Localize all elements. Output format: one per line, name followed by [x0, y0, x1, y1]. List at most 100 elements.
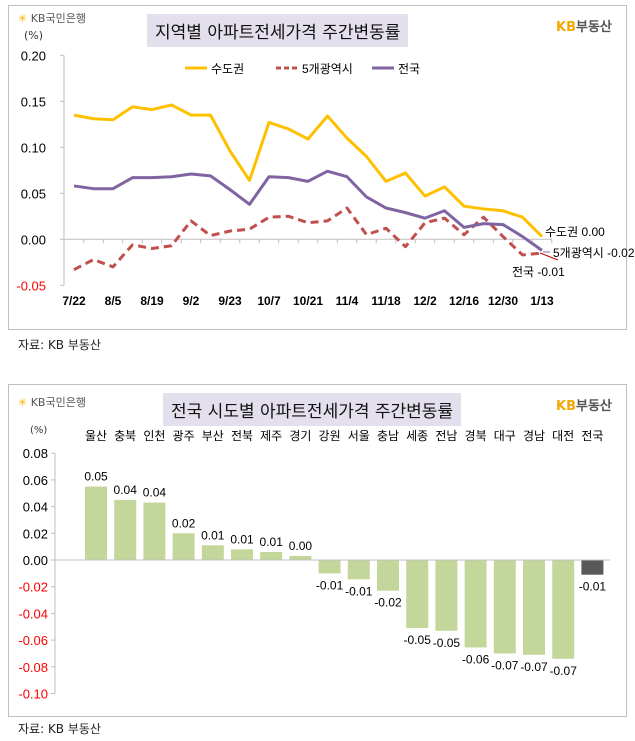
category-label: 부산 [202, 429, 224, 443]
brand-logo-bottom: KB부동산 [556, 395, 612, 414]
top-source: 자료: KB 부동산 [18, 338, 101, 352]
category-label: 충남 [377, 429, 399, 443]
y-tick-label: -0.05 [16, 278, 46, 293]
y-tick-label: 0.06 [23, 473, 48, 488]
x-tick-label: 11/18 [371, 294, 401, 308]
legend-label: 전국 [398, 62, 420, 76]
bottom-source: 자료: KB 부동산 [18, 722, 101, 736]
x-tick-label: 7/22 [62, 294, 86, 308]
x-tick-label: 12/30 [488, 294, 518, 308]
data-label: -0.05 [404, 633, 432, 647]
bar-울산 [85, 486, 107, 560]
data-label: 0.02 [172, 516, 196, 530]
x-tick-label: 11/4 [336, 294, 359, 308]
data-label: 0.00 [289, 539, 313, 553]
category-label: 세종 [406, 429, 428, 443]
bar-부산 [201, 545, 224, 560]
brand-rest: 부동산 [575, 20, 612, 35]
bar-광주 [172, 533, 195, 560]
leader-line [539, 252, 559, 261]
category-label: 전북 [231, 429, 253, 443]
y-tick-label: 0.02 [23, 526, 48, 541]
category-label: 강원 [319, 429, 341, 443]
category-label: 서울 [348, 429, 370, 443]
bar-전남 [435, 560, 458, 631]
x-tick-label: 12/2 [413, 294, 437, 308]
data-label: 0.01 [230, 532, 254, 546]
data-label: -0.01 [345, 584, 373, 598]
y-tick-label: -0.04 [18, 606, 48, 621]
bar-경남 [523, 560, 545, 655]
y-tick-label: -0.08 [18, 660, 48, 675]
legend-label: 5개광역시 [302, 62, 353, 76]
brand-rest: 부동산 [575, 399, 612, 414]
bank-logo-top: ✳ KB국민은행 [18, 10, 86, 26]
y-tick-label: 0.00 [21, 232, 46, 247]
data-label: -0.01 [316, 578, 344, 592]
data-label: 0.05 [84, 470, 108, 484]
data-label: -0.06 [462, 652, 490, 666]
category-label: 인천 [143, 428, 165, 443]
top-unit-label: (%) [24, 29, 44, 42]
category-label: 광주 [173, 429, 195, 443]
brand-kb: KB [556, 399, 576, 414]
bar-충남 [377, 560, 399, 591]
y-tick-label: -0.02 [18, 580, 48, 595]
data-label: 0.01 [260, 535, 284, 549]
category-label: 충북 [114, 429, 136, 443]
bar-세종 [406, 560, 429, 629]
data-label: 0.04 [143, 486, 167, 500]
data-label: -0.02 [374, 596, 402, 610]
y-tick-label: 0.08 [23, 446, 48, 461]
y-tick-label: 0.00 [23, 553, 48, 568]
brand-kb: KB [556, 20, 576, 35]
category-label: 경남 [523, 429, 545, 443]
series-line-2 [73, 169, 543, 252]
x-tick-label: 9/23 [218, 294, 242, 308]
kb-star-icon: ✳ [18, 12, 28, 25]
category-label: 울산 [85, 429, 107, 443]
y-tick-label: 0.15 [21, 94, 46, 109]
data-label: -0.07 [491, 658, 519, 672]
bar-충북 [114, 499, 137, 560]
x-tick-label: 12/16 [449, 294, 479, 308]
category-label: 전남 [435, 429, 457, 443]
bar-전국 [581, 560, 604, 575]
top-chart-panel [8, 5, 627, 330]
bar-경기 [289, 555, 312, 560]
top-chart-title: 지역별 아파트전세가격 주간변동률 [147, 14, 409, 47]
x-tick-label: 8/5 [105, 294, 122, 308]
bar-서울 [347, 560, 370, 580]
series-line-0 [73, 103, 544, 238]
legend-label: 수도권 [211, 62, 244, 76]
data-label: -0.07 [520, 660, 548, 674]
bank-logo-text: KB국민은행 [30, 12, 86, 25]
category-label: 전국 [581, 429, 603, 443]
x-tick-label: 1/13 [530, 294, 554, 308]
bar-인천 [143, 502, 166, 560]
y-tick-label: -0.10 [18, 687, 48, 702]
end-label: 전국 -0.01 [512, 265, 565, 279]
bar-전북 [231, 549, 253, 560]
bar-대전 [552, 560, 575, 659]
x-tick-label: 8/19 [140, 294, 164, 308]
data-label: -0.05 [433, 636, 461, 650]
data-label: -0.07 [550, 664, 578, 678]
data-label: 0.01 [201, 528, 225, 542]
bank-logo-text: KB국민은행 [30, 396, 86, 409]
kb-star-icon: ✳ [18, 396, 28, 409]
bottom-chart-panel [8, 384, 627, 717]
category-label: 경북 [465, 429, 487, 443]
x-tick-label: 10/7 [257, 294, 281, 308]
data-label: -0.01 [579, 580, 607, 594]
bar-대구 [493, 560, 516, 654]
brand-logo-top: KB부동산 [556, 16, 612, 35]
x-tick-label: 9/2 [183, 294, 200, 308]
y-tick-label: -0.06 [18, 633, 48, 648]
bottom-unit-label: (%) [30, 425, 48, 436]
bar-제주 [260, 551, 283, 560]
y-tick-label: 0.04 [23, 500, 48, 515]
category-label: 경기 [289, 429, 311, 443]
data-label: 0.04 [114, 483, 138, 497]
